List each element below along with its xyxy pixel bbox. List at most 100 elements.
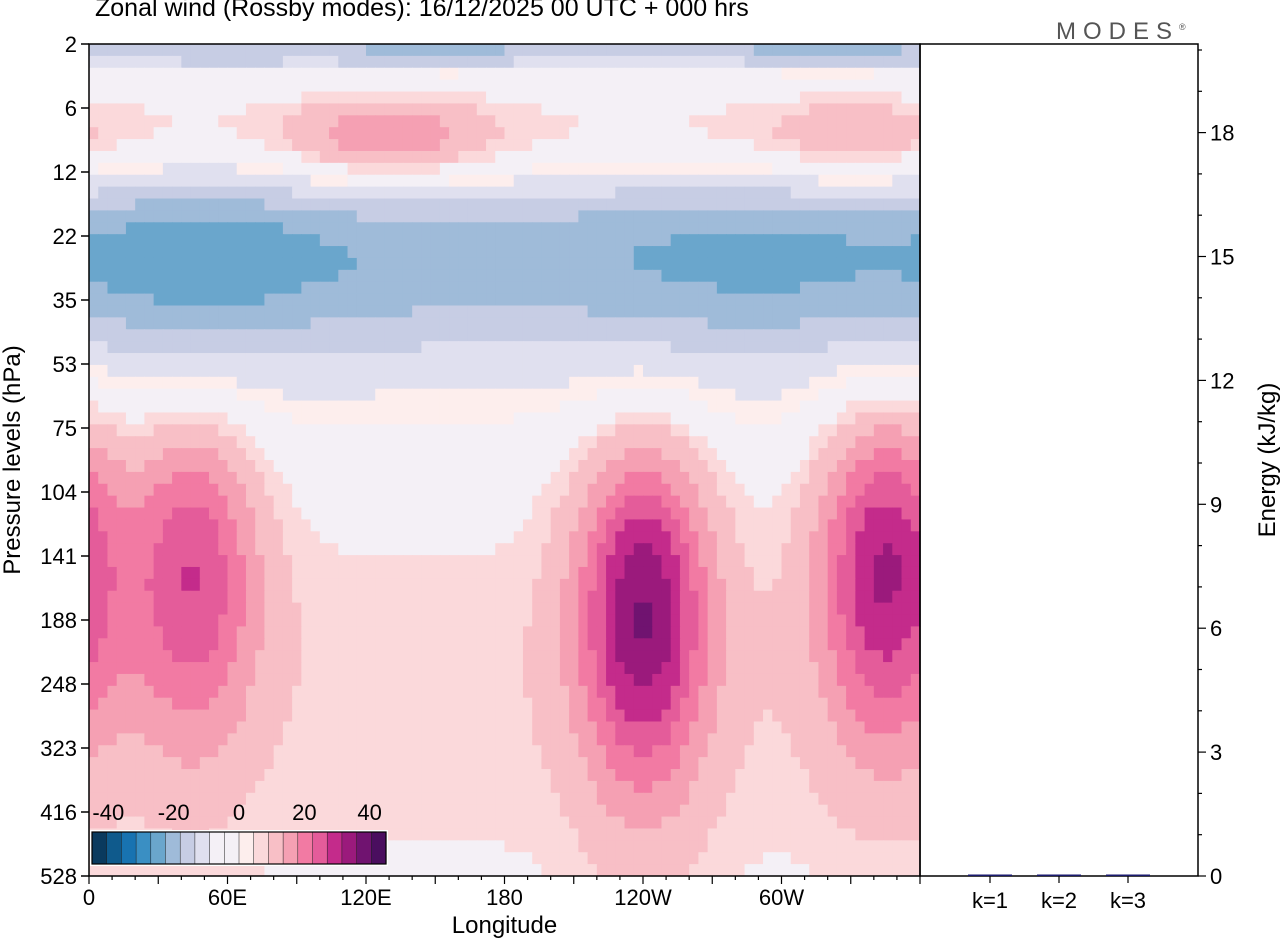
heatmap-cell [606,602,616,616]
heatmap-cell [458,543,469,556]
heatmap-cell [541,174,552,188]
heatmap-cell [624,507,635,521]
heatmap-cell [569,602,579,616]
heatmap-cell [827,460,838,473]
heatmap-cell [689,555,699,568]
heatmap-cell [190,150,201,164]
heatmap-cell [910,590,921,604]
heatmap-cell [218,448,229,461]
heatmap-cell [689,293,699,307]
heatmap-cell [846,626,856,639]
heatmap-cell [578,650,589,663]
heatmap-cell [633,638,644,651]
heatmap-cell [218,590,229,604]
heatmap-cell [181,198,192,211]
heatmap-cell [486,341,496,354]
heatmap-cell [716,519,727,532]
heatmap-cell [319,388,330,402]
heatmap-cell [587,448,598,461]
heatmap-cell [412,507,422,521]
heatmap-cell [901,139,912,152]
heatmap-cell [255,353,266,366]
heatmap-cell [384,519,395,532]
heatmap-cell [458,685,469,699]
heatmap-cell [162,471,173,485]
heatmap-cell [245,79,256,93]
heatmap-cell [781,460,792,473]
heatmap-cell [670,578,681,592]
heatmap-cell [245,697,256,711]
heatmap-cell [522,555,533,568]
heatmap-cell [301,697,312,711]
heatmap-cell [338,234,349,247]
heatmap-cell [541,317,552,330]
heatmap-cell [218,555,229,568]
heatmap-cell [116,650,127,663]
heatmap-cell [846,257,856,271]
heatmap-cell [652,590,663,604]
heatmap-cell [458,139,469,152]
heatmap-cell [227,602,238,616]
heatmap-cell [116,91,127,105]
heatmap-cell [707,471,718,485]
heatmap-cell [218,697,229,711]
heatmap-cell [319,44,330,57]
heatmap-cell [522,293,533,307]
heatmap-cell [661,55,672,69]
heatmap-cell [781,388,792,402]
heatmap-cell [301,139,312,152]
heatmap-cell [292,495,302,509]
heatmap-cell [772,364,783,378]
heatmap-cell [532,590,543,604]
heatmap-cell [910,234,921,247]
heatmap-cell [670,139,681,152]
heatmap-cell [698,317,709,330]
heatmap-cell [827,115,838,128]
heatmap-cell [661,650,672,663]
heatmap-cell [735,353,746,366]
heatmap-cell [319,566,330,580]
heatmap-cell [430,531,441,544]
heatmap-cell [384,483,395,497]
heatmap-cell [707,67,718,81]
heatmap-cell [818,436,829,449]
heatmap-cell [338,495,349,509]
heatmap-cell [689,566,699,580]
heatmap-cell [652,614,663,627]
heatmap-cell [338,697,349,711]
heatmap-cell [329,222,339,235]
heatmap-cell [643,174,653,188]
heatmap-cell [726,602,736,616]
heatmap-cell [107,44,118,57]
heatmap-cell [264,590,275,604]
heatmap-cell [578,293,589,307]
heatmap-cell [698,186,709,200]
heatmap-cell [624,555,635,568]
heatmap-cell [606,566,616,580]
heatmap-cell [790,67,801,81]
heatmap-cell [412,662,422,675]
heatmap-cell [596,257,607,271]
heatmap-cell [449,685,459,699]
heatmap-cell [292,555,302,568]
heatmap-cell [855,329,866,342]
heatmap-cell [596,650,607,663]
heatmap-cell [375,638,386,651]
heatmap-cell [615,127,626,140]
heatmap-cell [864,424,875,437]
heatmap-cell [633,602,644,616]
heatmap-cell [329,697,339,711]
heatmap-cell [541,566,552,580]
heatmap-cell [827,257,838,271]
heatmap-cell [827,638,838,651]
heatmap-cell [790,329,801,342]
heatmap-cell [218,638,229,651]
heatmap-cell [883,388,893,402]
heatmap-cell [366,697,376,711]
heatmap-cell [89,578,99,592]
heatmap-cell [310,424,321,437]
heatmap-cell [98,460,109,473]
heatmap-cell [744,79,755,93]
heatmap-cell [827,91,838,105]
heatmap-cell [735,519,746,532]
